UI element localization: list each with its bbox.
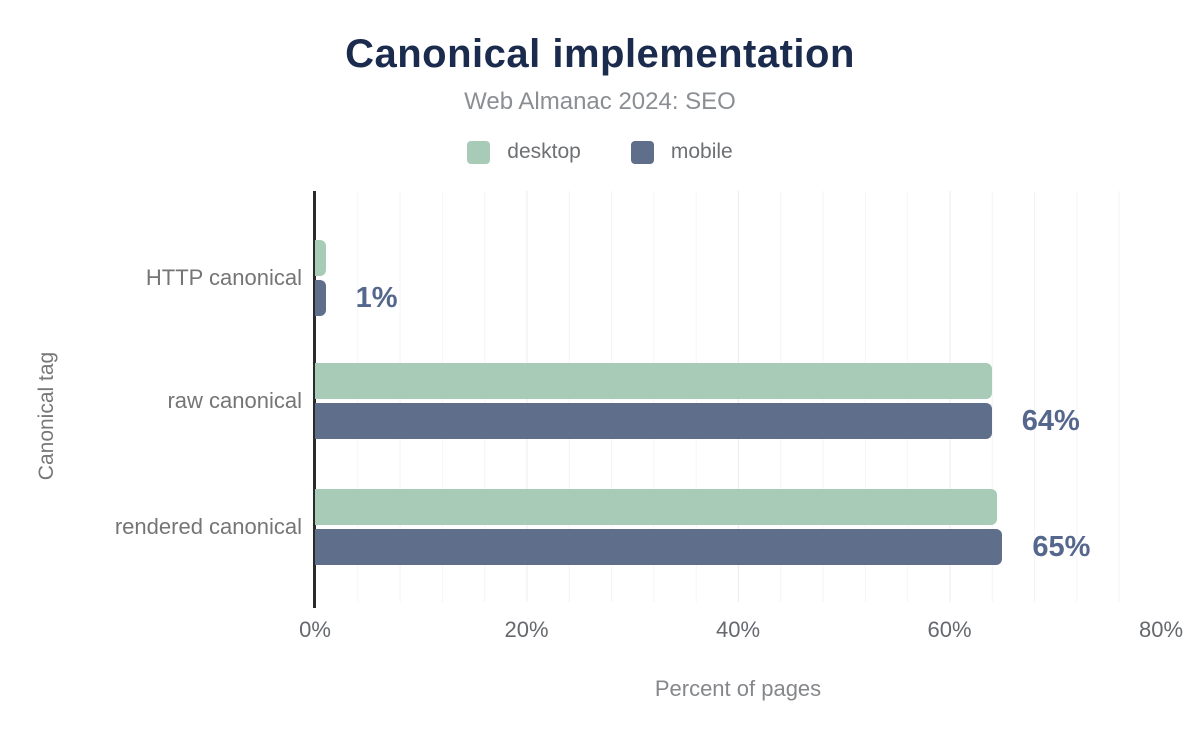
mobile-bar <box>315 529 1003 565</box>
category-label: rendered canonical <box>114 514 302 539</box>
plot-area: HTTP canonical 1% raw canonical 64% rendered… <box>115 191 1183 642</box>
value-label: 1% <box>355 282 398 314</box>
category-label: raw canonical <box>167 388 302 413</box>
legend-label: mobile <box>670 140 733 163</box>
desktop-bar <box>315 489 998 525</box>
bar-group: HTTP canonical 1% <box>146 240 1161 316</box>
desktop-bar <box>315 240 326 276</box>
x-tick-label: 20% <box>504 617 549 642</box>
desktop-bar <box>315 363 992 399</box>
category-label: HTTP canonical <box>145 265 302 290</box>
x-axis-title: Percent of pages <box>654 676 822 701</box>
chart-title: Canonical implementation <box>345 32 855 76</box>
y-axis-title: Canonical tag <box>35 351 58 481</box>
x-tick-label: 60% <box>927 617 972 642</box>
legend: desktop mobile <box>0 140 1200 164</box>
legend-item-mobile: mobile <box>630 140 733 164</box>
legend-label: desktop <box>507 140 581 163</box>
y-axis-line <box>313 191 316 608</box>
desktop-swatch-icon <box>467 140 491 164</box>
mobile-swatch-icon <box>630 140 654 164</box>
mobile-bar <box>315 403 992 439</box>
value-label: 65% <box>1032 531 1091 563</box>
x-tick-label: 0% <box>299 617 331 642</box>
x-tick-label: 80% <box>1138 617 1184 642</box>
x-tick-label: 40% <box>715 617 761 642</box>
bar-group: raw canonical 64% <box>167 363 1161 439</box>
value-label: 64% <box>1021 405 1080 437</box>
bar-group: rendered canonical 65% <box>115 489 1161 565</box>
chart-subtitle: Web Almanac 2024: SEO <box>464 88 736 115</box>
mobile-bar <box>315 280 326 316</box>
legend-item-desktop: desktop <box>467 140 581 164</box>
